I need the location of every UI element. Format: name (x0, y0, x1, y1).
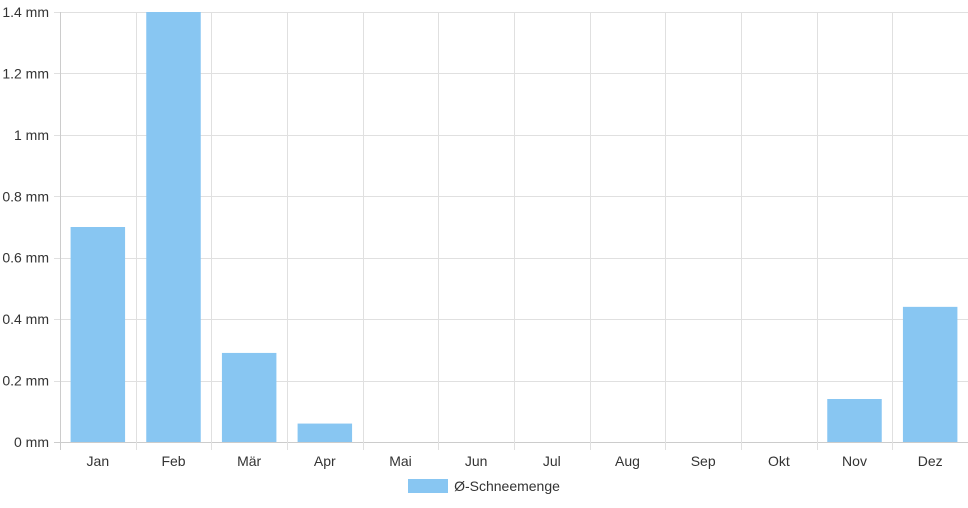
bar-Jan[interactable] (70, 227, 126, 442)
y-tick-label: 1.2 mm (2, 65, 49, 81)
bar-Feb[interactable] (146, 12, 201, 442)
x-tick-label: Mai (389, 453, 412, 469)
x-tick-label: Nov (842, 453, 867, 469)
y-axis: 0 mm 0.2 mm 0.4 mm 0.6 mm 0.8 mm 1 mm 1.2 mm 1.… (2, 4, 49, 450)
y-tick-label: 1.4 mm (2, 4, 49, 20)
bars (70, 12, 958, 442)
bar-Nov[interactable] (827, 399, 882, 442)
x-tick-label: Jun (465, 453, 488, 469)
x-axis: Jan Feb Mär Apr Mai Jun Jul Aug Sep Okt Nov Dez (87, 453, 943, 469)
x-tick-label: Jul (543, 453, 561, 469)
y-tick-label: 1 mm (14, 127, 49, 143)
x-tick-label: Jan (87, 453, 110, 469)
x-tick-label: Feb (161, 453, 185, 469)
bar-Mär[interactable] (221, 352, 277, 442)
legend[interactable]: Ø-Schneemenge (0, 478, 968, 494)
x-tick-label: Sep (691, 453, 716, 469)
legend-label: Ø-Schneemenge (454, 478, 560, 494)
x-tick-label: Aug (615, 453, 640, 469)
y-tick-label: 0.4 mm (2, 311, 49, 327)
x-tick-label: Mär (237, 453, 261, 469)
y-tick-label: 0.8 mm (2, 188, 49, 204)
bar-Dez[interactable] (902, 306, 958, 442)
x-tick-label: Okt (768, 453, 790, 469)
bar-Apr[interactable] (297, 423, 353, 442)
legend-swatch (408, 479, 449, 493)
y-tick-label: 0.2 mm (2, 373, 49, 389)
x-tick-label: Apr (314, 453, 336, 469)
x-tick-label: Dez (918, 453, 943, 469)
y-tick-label: 0.6 mm (2, 250, 49, 266)
y-tick-label: 0 mm (14, 434, 49, 450)
grid-lines (54, 12, 968, 450)
